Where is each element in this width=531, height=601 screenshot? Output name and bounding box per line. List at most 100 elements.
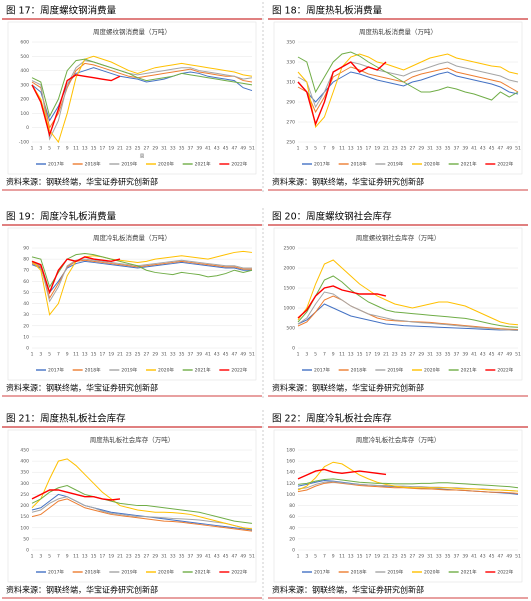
legend-label: 2018年 bbox=[351, 569, 367, 576]
x-tick-label: 9 bbox=[66, 352, 69, 358]
y-tick-label: 600 bbox=[20, 40, 29, 46]
x-tick-label: 7 bbox=[323, 146, 326, 152]
chart-title: 周度热轧板消费量（万吨） bbox=[359, 27, 437, 36]
legend-label: 2017年 bbox=[314, 161, 330, 168]
x-tick-label: 47 bbox=[232, 352, 238, 358]
chart-frame bbox=[7, 21, 257, 175]
series-line bbox=[31, 55, 253, 144]
x-tick-label: 51 bbox=[515, 146, 521, 152]
x-tick-label: 25 bbox=[401, 352, 407, 358]
x-tick-label: 15 bbox=[357, 146, 363, 152]
x-tick-label: 31 bbox=[161, 146, 167, 152]
x-tick-label: 21 bbox=[383, 352, 389, 358]
x-tick-label: 49 bbox=[506, 146, 512, 152]
legend-label: 2017年 bbox=[314, 367, 330, 374]
x-tick-label: 39 bbox=[462, 554, 468, 560]
x-tick-label: 1 bbox=[31, 352, 34, 358]
legend-label: 2017年 bbox=[314, 569, 330, 576]
x-tick-label: 33 bbox=[436, 352, 442, 358]
series-line bbox=[297, 51, 519, 101]
x-tick-label: 11 bbox=[339, 146, 345, 152]
x-tick-label: 3 bbox=[305, 554, 308, 560]
x-tick-label: 23 bbox=[126, 554, 132, 560]
x-tick-label: 33 bbox=[436, 146, 442, 152]
x-tick-label: 13 bbox=[82, 554, 88, 560]
x-tick-label: 5 bbox=[48, 554, 51, 560]
series-line bbox=[31, 458, 253, 530]
x-tick-label: 1 bbox=[297, 554, 300, 560]
x-tick-label: 29 bbox=[418, 146, 424, 152]
x-tick-label: 35 bbox=[179, 352, 185, 358]
chart-title: 周度热轧板社会库存（万吨） bbox=[90, 435, 175, 444]
y-tick-label: 2500 bbox=[284, 246, 296, 252]
legend-label: 2020年 bbox=[158, 161, 174, 168]
x-tick-label: 5 bbox=[48, 352, 51, 358]
y-tick-label: 0 bbox=[26, 346, 29, 352]
figure-caption: 图 19：周度冷轧板消费量 bbox=[6, 211, 117, 223]
source-note: 资料来源：钢联终端，华宝证券研究创新部 bbox=[6, 585, 158, 595]
x-tick-label: 41 bbox=[205, 554, 211, 560]
x-tick-label: 33 bbox=[170, 554, 176, 560]
series-line bbox=[31, 259, 252, 300]
x-tick-label: 47 bbox=[232, 554, 238, 560]
figure-caption: 图 22：周度冷轧板社会库存 bbox=[272, 413, 392, 425]
x-tick-label: 3 bbox=[305, 146, 308, 152]
x-tick-label: 25 bbox=[135, 554, 141, 560]
legend-label: 2022年 bbox=[231, 367, 247, 374]
x-tick-label: 3 bbox=[39, 146, 42, 152]
source-note: 资料来源：钢联终端，华宝证券研究创新部 bbox=[6, 177, 158, 187]
x-tick-label: 9 bbox=[66, 554, 69, 560]
series-line bbox=[31, 250, 253, 316]
series-line bbox=[297, 66, 519, 114]
x-tick-label: 17 bbox=[366, 554, 372, 560]
x-tick-label: 19 bbox=[108, 146, 114, 152]
y-tick-label: 10 bbox=[23, 334, 29, 340]
x-tick-label: 31 bbox=[161, 352, 167, 358]
x-tick-label: 43 bbox=[480, 352, 486, 358]
x-tick-label: 7 bbox=[57, 146, 60, 152]
x-tick-label: 25 bbox=[135, 352, 141, 358]
x-tick-label: 13 bbox=[348, 146, 354, 152]
series-line bbox=[31, 62, 253, 130]
x-tick-label: 41 bbox=[471, 352, 477, 358]
x-tick-label: 39 bbox=[462, 146, 468, 152]
chart-title: 周度螺纹钢消费量（万吨） bbox=[93, 27, 171, 36]
x-tick-label: 29 bbox=[152, 352, 158, 358]
figure-caption: 图 17：周度螺纹钢消费量 bbox=[6, 5, 117, 17]
x-tick-label: 47 bbox=[498, 352, 504, 358]
y-tick-label: 0 bbox=[26, 548, 29, 554]
x-tick-label: 45 bbox=[223, 352, 229, 358]
x-tick-label: 41 bbox=[471, 554, 477, 560]
x-tick-label: 37 bbox=[454, 352, 460, 358]
x-tick-label: 21 bbox=[117, 554, 123, 560]
x-tick-label: 47 bbox=[232, 146, 238, 152]
y-tick-label: 300 bbox=[20, 481, 29, 487]
x-tick-label: 49 bbox=[506, 554, 512, 560]
legend-label: 2021年 bbox=[195, 569, 211, 576]
series-line bbox=[297, 478, 519, 489]
x-tick-label: 37 bbox=[454, 554, 460, 560]
y-tick-label: 0 bbox=[26, 125, 29, 131]
x-tick-label: 1 bbox=[31, 146, 34, 152]
y-tick-label: 80 bbox=[289, 503, 295, 509]
chart-frame bbox=[273, 21, 523, 175]
x-tick-label: 11 bbox=[73, 554, 79, 560]
x-tick-label: 21 bbox=[383, 146, 389, 152]
series-line bbox=[31, 498, 253, 532]
x-tick-label: 45 bbox=[489, 146, 495, 152]
legend-label: 2018年 bbox=[351, 367, 367, 374]
x-tick-label: 49 bbox=[240, 146, 246, 152]
x-tick-label: 41 bbox=[205, 352, 211, 358]
source-note: 资料来源：钢联终端，华宝证券研究创新部 bbox=[272, 383, 424, 393]
y-tick-label: 200 bbox=[20, 503, 29, 509]
series-line bbox=[31, 496, 253, 530]
legend-label: 2018年 bbox=[85, 161, 101, 168]
series-line bbox=[297, 481, 519, 494]
x-tick-label: 51 bbox=[249, 352, 255, 358]
x-tick-label: 27 bbox=[410, 352, 416, 358]
x-tick-label: 19 bbox=[108, 352, 114, 358]
x-tick-label: 33 bbox=[170, 352, 176, 358]
x-tick-label: 9 bbox=[66, 146, 69, 152]
x-tick-label: 49 bbox=[240, 352, 246, 358]
x-tick-label: 21 bbox=[383, 554, 389, 560]
